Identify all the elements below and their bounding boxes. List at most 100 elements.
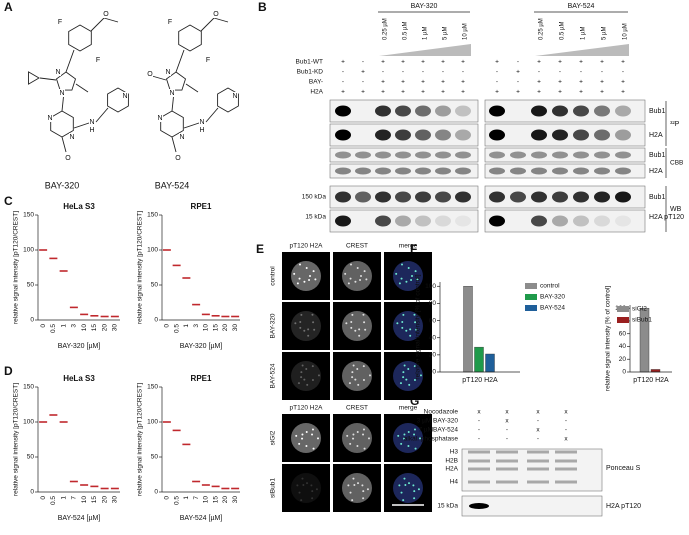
- band: [531, 105, 547, 117]
- atom-bg: [147, 70, 153, 78]
- micrograph: [333, 352, 381, 400]
- band: [355, 151, 371, 159]
- spot: [416, 278, 419, 281]
- side-label: ³²P: [670, 121, 680, 128]
- y-tick-label: 50: [151, 454, 159, 461]
- band: [435, 215, 451, 227]
- legend-label: siGl2: [632, 306, 647, 313]
- marker: 15 kDa: [305, 214, 326, 221]
- row-label: Bub1-WT: [296, 59, 323, 66]
- spot: [306, 383, 309, 386]
- sign: -: [462, 69, 464, 76]
- sign: +: [579, 79, 583, 86]
- mark: x: [564, 409, 568, 416]
- spot: [402, 376, 405, 379]
- band: [375, 151, 391, 159]
- blot: [484, 163, 646, 179]
- x-tick-label: 0: [40, 324, 47, 328]
- sign: +: [421, 89, 425, 96]
- atom-bg: [47, 114, 53, 122]
- x-tick-label: 10: [203, 324, 210, 332]
- spot: [312, 270, 315, 273]
- band: [455, 215, 471, 227]
- micrograph: [282, 352, 330, 400]
- atom-bg: [232, 92, 238, 100]
- band: [435, 129, 451, 141]
- band: [552, 105, 568, 117]
- spot: [298, 442, 301, 445]
- y-tick-label: 100: [23, 419, 34, 426]
- spot: [298, 491, 301, 494]
- spot: [349, 277, 352, 280]
- spot: [294, 322, 297, 325]
- spot: [302, 483, 305, 486]
- x-tick-label: 30: [112, 324, 119, 332]
- spot: [417, 488, 420, 491]
- blot-label: H2A pT120: [606, 503, 641, 510]
- atom: N: [169, 90, 174, 97]
- spot: [398, 282, 401, 285]
- row-label: Bub1-KD: [297, 69, 324, 76]
- blot: [329, 163, 479, 179]
- x-tick-label: 0: [164, 496, 171, 500]
- concentration: 10 µM: [463, 23, 469, 40]
- atom-bg: [57, 18, 63, 26]
- y-tick-label: 40: [429, 334, 437, 341]
- legend-label: BAY-524: [540, 305, 565, 312]
- spot: [298, 277, 301, 280]
- atom: F: [58, 19, 62, 26]
- x-tick-label: 1: [60, 324, 67, 328]
- spot: [350, 263, 353, 266]
- band: [455, 167, 471, 175]
- spot: [400, 442, 403, 445]
- sign: +: [461, 79, 465, 86]
- spot: [413, 365, 416, 368]
- spot: [419, 374, 422, 377]
- column-label: CREST: [346, 405, 368, 412]
- sign: -: [442, 69, 444, 76]
- spot: [413, 428, 416, 431]
- sign: -: [402, 69, 404, 76]
- spot: [348, 382, 351, 385]
- spot: [301, 437, 304, 440]
- spot: [303, 329, 306, 332]
- sign: -: [422, 69, 424, 76]
- band-label: H2A: [649, 168, 663, 175]
- band: [395, 105, 411, 117]
- band: [469, 503, 489, 509]
- bar: [474, 346, 484, 373]
- x-tick-label: 7: [71, 496, 78, 500]
- bond-ring: [107, 87, 129, 113]
- bond-ring: [55, 71, 77, 91]
- blot: [329, 147, 479, 163]
- sign: -: [559, 69, 561, 76]
- band: [573, 151, 589, 159]
- mark: x: [564, 436, 568, 443]
- sign: +: [516, 69, 520, 76]
- dose-wedge: [379, 44, 471, 56]
- panel-label: F: [410, 242, 417, 256]
- spot: [364, 328, 367, 331]
- spot: [413, 497, 416, 500]
- atom: N: [89, 119, 94, 126]
- row-label: control: [270, 266, 277, 286]
- spot: [395, 272, 398, 275]
- x-tick-label: 1: [183, 324, 190, 328]
- spot: [413, 378, 416, 381]
- sign: +: [516, 89, 520, 96]
- band: [415, 129, 431, 141]
- spot: [352, 477, 355, 480]
- spot: [308, 278, 311, 281]
- atom: F: [96, 57, 100, 64]
- spot: [401, 320, 404, 323]
- band: [455, 151, 471, 159]
- band: [496, 450, 518, 454]
- sign: +: [558, 89, 562, 96]
- column-label: pT120 H2A: [290, 405, 324, 412]
- mark: x: [505, 409, 509, 416]
- x-tick-label: 20: [101, 324, 108, 332]
- spot: [301, 364, 304, 367]
- atom-bg: [175, 154, 181, 162]
- x-tick-label: 20: [101, 496, 108, 504]
- spot: [352, 437, 355, 440]
